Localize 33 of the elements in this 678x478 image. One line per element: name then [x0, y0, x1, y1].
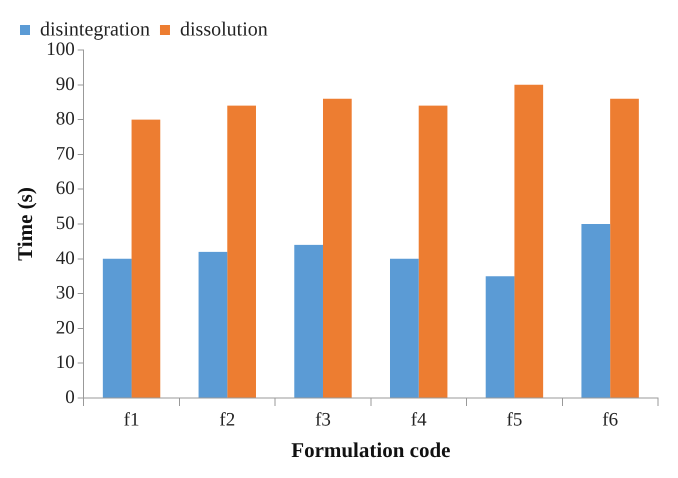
y-tick-label: 30	[56, 282, 75, 304]
y-tick-label: 70	[56, 143, 75, 164]
bar	[514, 84, 544, 398]
y-tick-label: 90	[56, 74, 75, 95]
y-tick-label: 10	[56, 352, 75, 374]
bar	[227, 106, 256, 398]
x-tick-label: f2	[219, 409, 236, 430]
bar	[418, 106, 448, 398]
y-tick-label: 20	[56, 317, 75, 338]
bar	[390, 258, 419, 398]
y-tick-label: 60	[56, 178, 75, 200]
y-tick-label: 50	[56, 212, 75, 234]
bar	[610, 98, 639, 398]
x-tick-label: f6	[602, 409, 618, 430]
x-tick-label: f3	[315, 409, 331, 430]
y-tick-label: 80	[56, 108, 75, 130]
y-tick-label: 100	[46, 38, 75, 60]
legend-label: dissolution	[180, 18, 268, 40]
x-axis-title: Formulation code	[291, 438, 450, 462]
bar	[581, 224, 610, 398]
x-tick-label: f4	[410, 409, 428, 430]
bar	[132, 120, 160, 398]
x-tick-label: f5	[506, 409, 522, 430]
y-tick-label: 40	[56, 248, 75, 269]
y-tick-label: 0	[65, 386, 75, 408]
legend-label: disintegration	[40, 18, 150, 40]
y-axis-title: Time (s)	[13, 187, 38, 261]
bar	[322, 98, 352, 398]
x-tick-label: f1	[124, 409, 140, 430]
bar	[294, 244, 323, 398]
bar	[198, 252, 228, 398]
bar	[486, 276, 514, 398]
bar	[102, 258, 132, 398]
